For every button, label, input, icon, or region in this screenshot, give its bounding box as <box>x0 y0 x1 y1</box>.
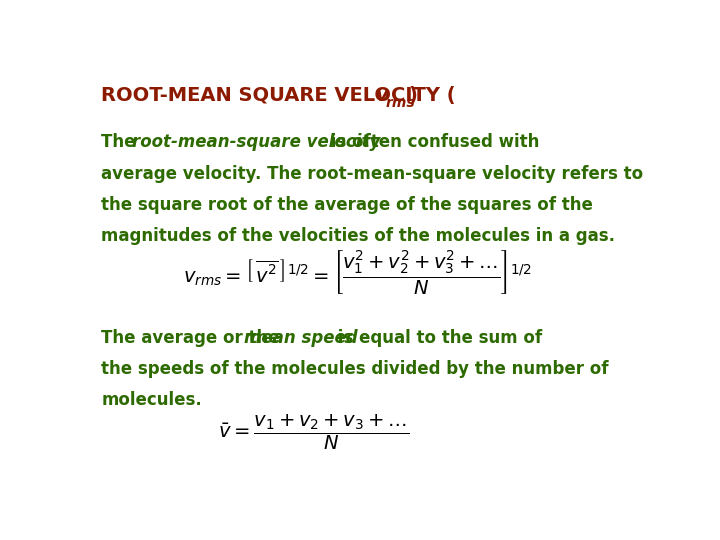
Text: mean speed: mean speed <box>244 329 358 347</box>
Text: v: v <box>376 85 389 105</box>
Text: $\bar{v} = \dfrac{v_1 + v_2 + v_3 + \ldots}{N}$: $\bar{v} = \dfrac{v_1 + v_2 + v_3 + \ldo… <box>217 413 409 453</box>
Text: ): ) <box>409 85 418 105</box>
Text: average velocity. The root-mean-square velocity refers to: average velocity. The root-mean-square v… <box>101 165 643 183</box>
Text: the square root of the average of the squares of the: the square root of the average of the sq… <box>101 196 593 214</box>
Text: is equal to the sum of: is equal to the sum of <box>332 329 542 347</box>
Text: $v_{rms} = \left[\,\overline{v^2}\,\right]^{1/2} = \left[\dfrac{v_1^2 + v_2^2 + : $v_{rms} = \left[\,\overline{v^2}\,\righ… <box>184 249 532 296</box>
Text: ROOT-MEAN SQUARE VELOCITY (: ROOT-MEAN SQUARE VELOCITY ( <box>101 85 456 105</box>
Text: The: The <box>101 133 141 151</box>
Text: the speeds of the molecules divided by the number of: the speeds of the molecules divided by t… <box>101 360 608 378</box>
Text: rms: rms <box>386 96 415 110</box>
Text: root-mean-square velocity: root-mean-square velocity <box>132 133 381 151</box>
Text: is often confused with: is often confused with <box>325 133 539 151</box>
Text: molecules.: molecules. <box>101 391 202 409</box>
Text: magnitudes of the velocities of the molecules in a gas.: magnitudes of the velocities of the mole… <box>101 227 615 245</box>
Text: The average or the: The average or the <box>101 329 286 347</box>
